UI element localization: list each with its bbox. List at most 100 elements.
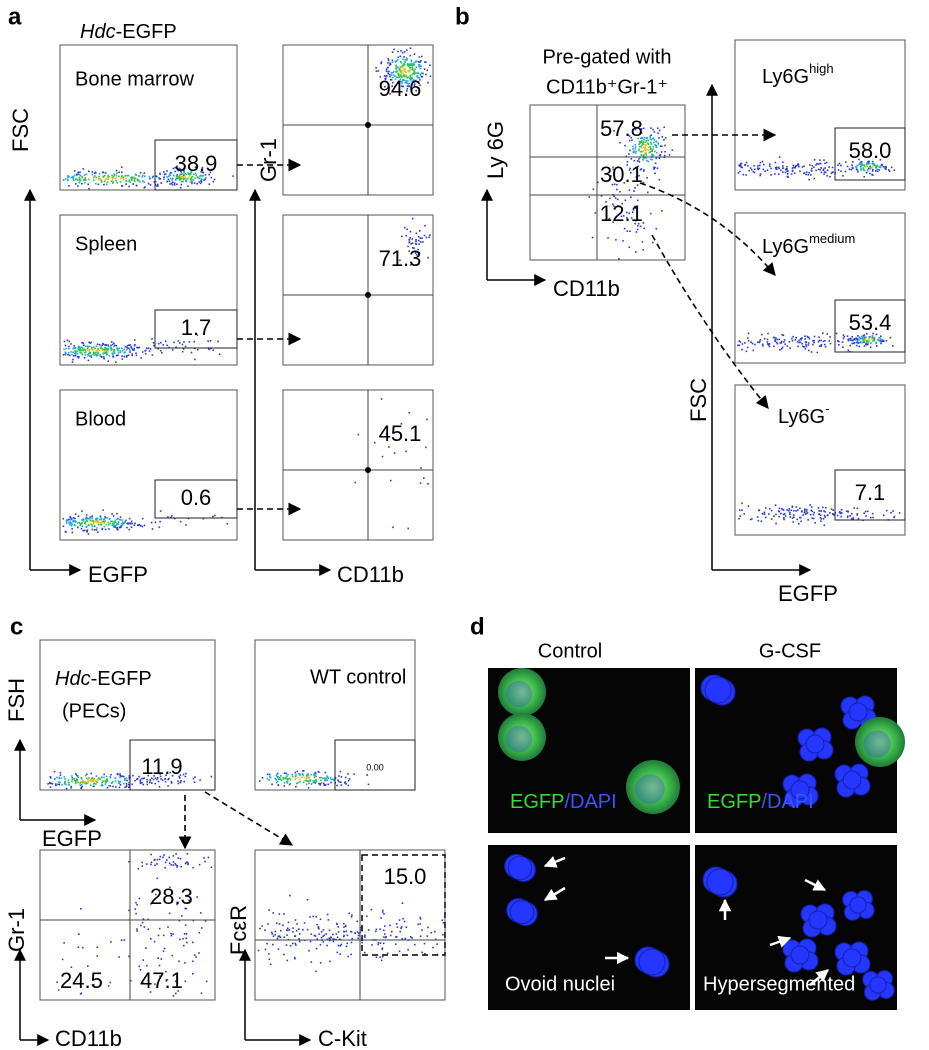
event-dot — [753, 165, 755, 167]
event-dot — [138, 524, 141, 526]
event-dot — [56, 981, 58, 984]
event-dot — [409, 237, 412, 239]
event-dot — [295, 929, 298, 932]
event-dot — [883, 340, 885, 342]
event-dot — [282, 777, 284, 779]
event-dot — [853, 507, 855, 509]
event-dot — [605, 201, 607, 203]
event-dot — [176, 183, 178, 186]
event-dot — [115, 786, 117, 788]
event-dot — [83, 529, 86, 532]
event-dot — [346, 934, 349, 937]
event-dot — [634, 144, 637, 146]
event-dot — [826, 161, 828, 164]
event-dot — [616, 188, 618, 191]
event-dot — [878, 339, 880, 342]
event-dot — [633, 150, 635, 152]
event-dot — [424, 61, 426, 63]
event-dot — [768, 345, 771, 348]
event-dot — [310, 933, 313, 935]
event-dot — [146, 778, 148, 781]
event-dot — [147, 182, 150, 185]
event-dot — [862, 339, 865, 342]
event-dot — [167, 175, 170, 177]
event-dot — [817, 507, 820, 509]
event-dot — [302, 774, 304, 776]
event-dot — [400, 50, 402, 52]
event-dot — [169, 886, 171, 889]
event-dot — [64, 778, 66, 780]
event-dot — [347, 784, 350, 787]
event-dot — [294, 777, 297, 779]
event-dot — [100, 776, 103, 779]
event-dot — [836, 514, 839, 517]
event-dot — [275, 781, 278, 784]
event-dot — [320, 782, 323, 784]
event-dot — [867, 339, 870, 342]
event-dot — [49, 781, 51, 784]
event-dot — [64, 781, 66, 783]
event-dot — [287, 773, 289, 776]
event-dot — [870, 516, 872, 519]
event-dot — [859, 337, 862, 340]
event-dot — [173, 517, 176, 520]
event-dot — [813, 159, 816, 161]
event-dot — [75, 778, 78, 780]
event-dot — [196, 334, 199, 336]
event-dot — [389, 934, 392, 937]
event-dot — [647, 139, 650, 142]
event-dot — [261, 777, 264, 779]
event-dot — [277, 784, 280, 786]
event-dot — [103, 183, 105, 186]
event-dot — [872, 168, 874, 171]
event-dot — [395, 60, 398, 62]
event-dot — [143, 926, 146, 928]
event-dot — [419, 74, 422, 76]
event-dot — [78, 181, 81, 184]
event-dot — [119, 773, 121, 775]
event-dot — [657, 132, 659, 134]
event-dot — [648, 146, 650, 148]
event-dot — [132, 176, 135, 179]
event-dot — [121, 347, 123, 349]
event-dot — [652, 128, 654, 131]
event-dot — [835, 332, 838, 335]
event-dot — [420, 241, 422, 243]
event-dot — [136, 346, 138, 349]
event-dot — [380, 398, 383, 400]
event-dot — [167, 178, 170, 181]
event-dot — [390, 72, 393, 74]
event-dot — [874, 170, 877, 172]
event-dot — [179, 781, 182, 784]
event-dot — [739, 163, 742, 166]
event-dot — [143, 181, 146, 183]
event-dot — [815, 164, 817, 166]
event-dot — [178, 777, 181, 779]
event-dot — [80, 787, 82, 790]
event-dot — [885, 509, 888, 512]
event-dot — [149, 779, 151, 782]
event-dot — [96, 946, 98, 948]
event-dot — [653, 131, 656, 133]
event-dot — [663, 139, 665, 141]
event-dot — [105, 348, 108, 350]
event-dot — [82, 349, 84, 352]
event-dot — [632, 211, 634, 213]
event-dot — [320, 931, 323, 933]
event-dot — [91, 517, 93, 519]
event-dot — [857, 517, 860, 520]
pointer-arrow — [804, 878, 827, 892]
event-dot — [105, 778, 108, 781]
event-dot — [159, 520, 161, 523]
event-dot — [426, 935, 428, 937]
event-dot — [177, 340, 180, 342]
event-dot — [422, 241, 424, 243]
event-dot — [140, 924, 142, 927]
event-dot — [407, 83, 410, 85]
event-dot — [73, 777, 75, 780]
event-dot — [179, 168, 182, 171]
event-dot — [319, 779, 322, 782]
event-dot — [143, 524, 146, 527]
event-dot — [131, 354, 133, 357]
event-dot — [67, 781, 70, 784]
